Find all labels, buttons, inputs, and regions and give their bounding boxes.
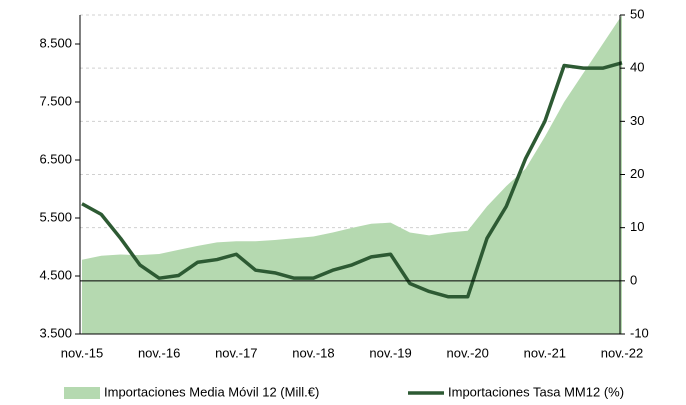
x-tick-label: nov.-19 (369, 345, 411, 360)
y-tick-label: 6.500 (39, 151, 72, 166)
y-tick-label: 5.500 (39, 209, 72, 224)
y-tick-label: 7.500 (39, 93, 72, 108)
x-tick-label: nov.-18 (292, 345, 334, 360)
legend-label: Importaciones Tasa MM12 (%) (448, 384, 624, 399)
y2-tick-label: 20 (630, 166, 644, 181)
y2-tick-label: 50 (630, 6, 644, 21)
area (82, 15, 622, 334)
legend-swatch (64, 387, 100, 399)
legend-label: Importaciones Media Móvil 12 (Mill.€) (104, 384, 319, 399)
y-tick-label: 3.500 (39, 325, 72, 340)
y2-tick-label: 30 (630, 113, 644, 128)
x-tick-label: nov.-21 (524, 345, 566, 360)
x-tick-label: nov.-22 (601, 345, 643, 360)
x-tick-label: nov.-16 (138, 345, 180, 360)
y2-tick-label: 0 (630, 272, 637, 287)
line (81, 61, 623, 299)
x-tick-label: nov.-17 (215, 345, 257, 360)
y-tick-label: 8.500 (39, 35, 72, 50)
y2-tick-label: 40 (630, 60, 644, 75)
y-tick-label: 4.500 (39, 267, 72, 282)
y2-tick-label: 10 (630, 219, 644, 234)
x-tick-label: nov.-15 (61, 345, 103, 360)
x-tick-label: nov.-20 (447, 345, 489, 360)
y2-tick-label: -10 (630, 325, 649, 340)
